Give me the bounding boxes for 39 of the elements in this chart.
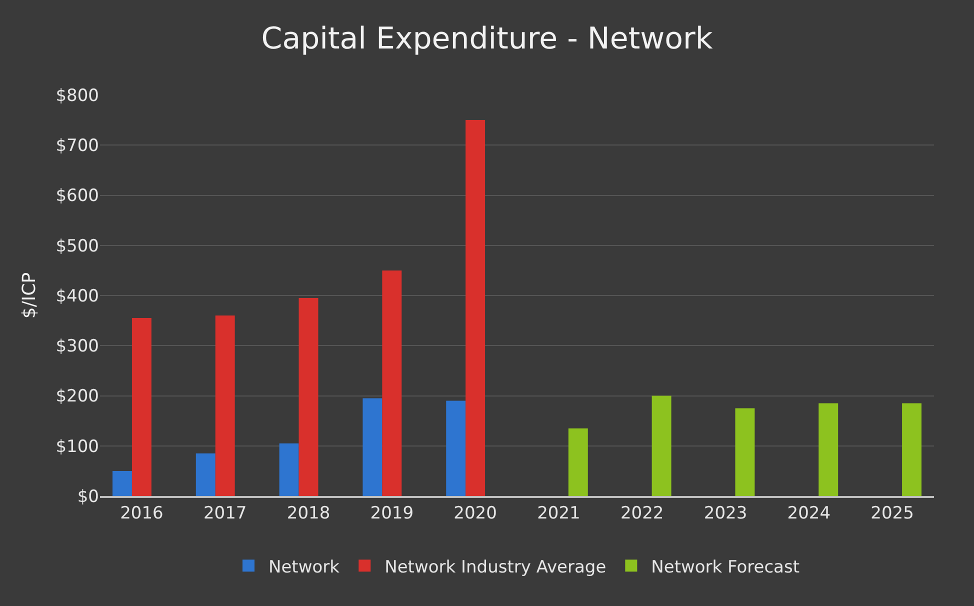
x-tick-label: 2019: [370, 503, 414, 524]
y-tick-label: $800: [56, 86, 99, 106]
y-tick-label: $700: [56, 136, 99, 156]
bar: [735, 408, 755, 496]
x-tick-label: 2016: [120, 503, 164, 524]
x-tick-label: 2025: [870, 503, 914, 524]
y-axis-title: $/ICP: [18, 272, 40, 319]
bar: [132, 318, 152, 496]
y-tick-label: $300: [56, 336, 99, 357]
y-tick-label: $100: [56, 436, 99, 457]
y-tick-label: $500: [56, 236, 99, 256]
legend-label: Network Forecast: [651, 557, 800, 578]
y-tick-label: $600: [56, 186, 99, 206]
bar: [196, 453, 216, 496]
y-tick-label: $0: [77, 486, 99, 507]
chart-title: Capital Expenditure - Network: [261, 21, 714, 56]
y-tick-label: $200: [56, 386, 99, 407]
bar: [362, 398, 382, 496]
bar: [568, 428, 588, 496]
x-tick-label: 2021: [537, 503, 580, 524]
x-tick-label: 2023: [704, 503, 748, 524]
x-tick-label: 2024: [787, 503, 831, 524]
x-tick-label: 2018: [286, 503, 330, 524]
bar: [382, 270, 402, 496]
legend-label: Network Industry Average: [384, 557, 606, 578]
bar: [902, 403, 922, 496]
bar: [818, 403, 838, 496]
bar: [446, 400, 466, 496]
x-tick-label: 2020: [454, 503, 497, 524]
bar: [652, 396, 672, 496]
bar: [466, 120, 486, 496]
x-tick-label: 2022: [620, 503, 664, 524]
bar: [298, 298, 318, 496]
bar: [112, 470, 132, 496]
bar: [215, 316, 235, 496]
legend-label: Network: [268, 557, 340, 578]
bar: [279, 443, 299, 496]
y-tick-label: $400: [56, 286, 99, 306]
x-tick-label: 2017: [203, 503, 247, 524]
